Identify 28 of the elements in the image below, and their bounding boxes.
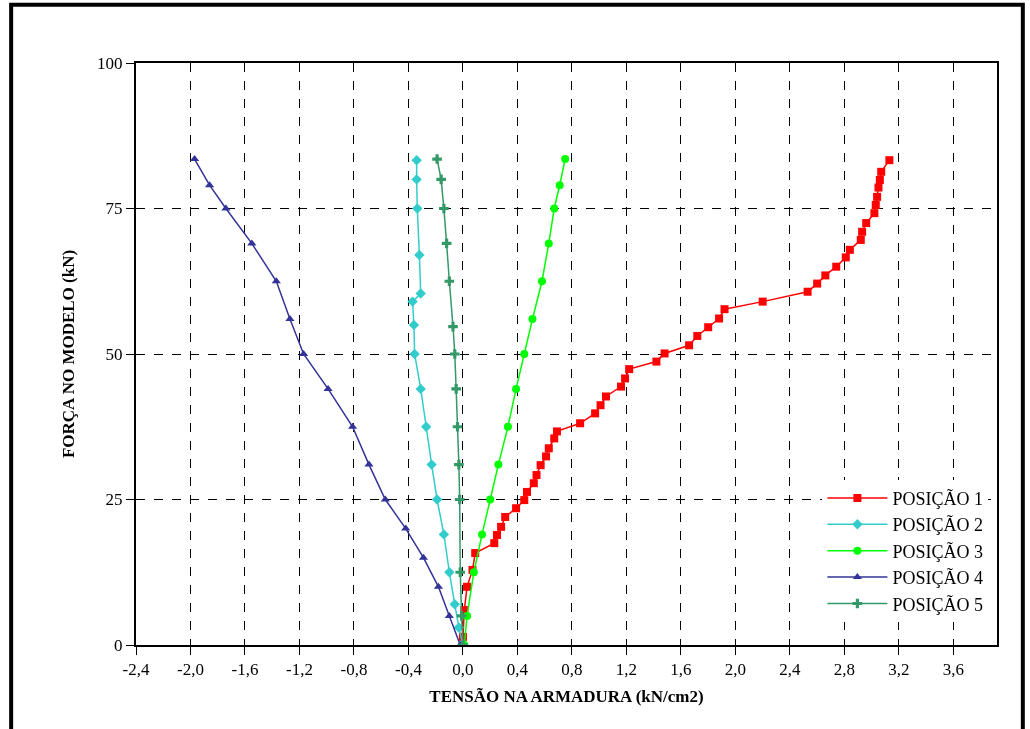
- x-tick-label: 1,2: [615, 660, 638, 680]
- x-tick-label: -1,6: [231, 660, 259, 680]
- legend-label: POSIÇÃO 2: [892, 514, 983, 536]
- y-tick-label: 50: [105, 344, 123, 364]
- y-tick-label: 25: [105, 490, 123, 510]
- legend-label: POSIÇÃO 3: [892, 540, 983, 562]
- x-tick-label: 3,2: [888, 660, 910, 680]
- x-tick-label: 2,0: [724, 660, 747, 680]
- x-tick-label: 1,6: [670, 660, 692, 680]
- y-axis-title: FORÇA NO MODELO (kN): [59, 249, 79, 459]
- x-tick-label: -1,2: [286, 660, 313, 680]
- x-tick-label: -0,8: [340, 660, 368, 680]
- x-tick-label: -2,4: [122, 660, 150, 680]
- legend-label: POSIÇÃO 1: [892, 487, 983, 509]
- x-tick-label: -0,4: [395, 660, 423, 680]
- y-tick-label: 0: [114, 635, 123, 655]
- y-tick-label: 75: [105, 199, 123, 219]
- x-tick-label: 2,8: [833, 660, 856, 680]
- x-tick-label: 2,4: [779, 660, 802, 680]
- legend-label: POSIÇÃO 5: [892, 593, 983, 615]
- legend-label: POSIÇÃO 4: [892, 567, 983, 589]
- y-tick-label: 100: [97, 53, 123, 73]
- x-tick-label: 0,8: [561, 660, 583, 680]
- x-tick-label: 0,4: [506, 660, 529, 680]
- x-tick-label: -2,0: [177, 660, 204, 680]
- x-tick-label: 3,6: [942, 660, 965, 680]
- x-tick-label: 0,0: [452, 660, 474, 680]
- x-axis-title: TENSÃO NA ARMADURA (kN/cm2): [429, 687, 704, 707]
